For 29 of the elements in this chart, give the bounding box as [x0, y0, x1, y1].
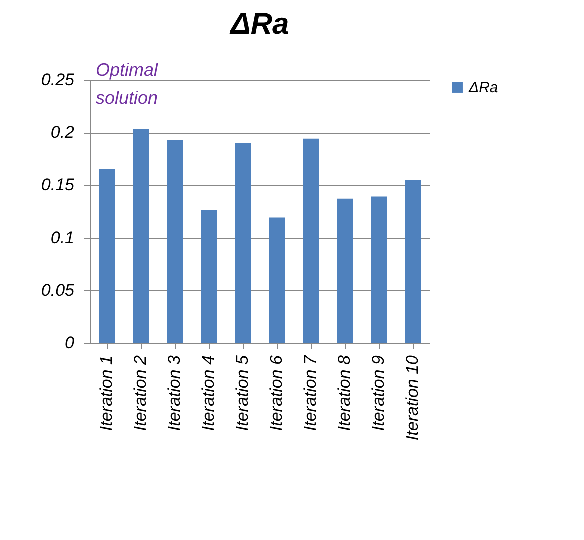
annotation: Optimal solution — [96, 60, 160, 108]
y-tick-label: 0.2 — [50, 123, 76, 142]
x-tick-label: Iteration 8 — [335, 354, 354, 432]
y-tick-label: 0 — [65, 334, 76, 352]
chart-title: ΔRa — [230, 8, 290, 41]
x-tick-label: Iteration 7 — [301, 354, 320, 432]
bar — [405, 180, 421, 343]
bar — [371, 196, 387, 343]
bar — [201, 210, 217, 343]
y-tick-label: 0.1 — [50, 228, 74, 248]
x-tick-label: Iteration 9 — [369, 354, 388, 432]
x-tick-label: Iteration 5 — [233, 354, 252, 432]
bar — [235, 143, 251, 343]
bar — [303, 138, 319, 343]
bar — [133, 129, 149, 343]
y-tick-label: 0.25 — [41, 70, 76, 90]
x-tick-label: Iteration 1 — [97, 356, 116, 432]
x-tick-label: Iteration 2 — [131, 354, 150, 432]
bar — [99, 169, 115, 343]
bar — [167, 140, 183, 343]
bar — [269, 218, 285, 343]
x-tick-label: Iteration 10 — [403, 354, 422, 441]
bar — [337, 198, 353, 343]
y-tick-label: 0.15 — [41, 176, 76, 195]
y-tick-label: 0.05 — [41, 280, 76, 300]
legend-label: ΔRa — [468, 80, 498, 96]
x-tick-label: Iteration 3 — [165, 354, 184, 432]
x-tick-label: Iteration 4 — [199, 356, 218, 432]
x-tick-label: Iteration 6 — [267, 354, 286, 432]
